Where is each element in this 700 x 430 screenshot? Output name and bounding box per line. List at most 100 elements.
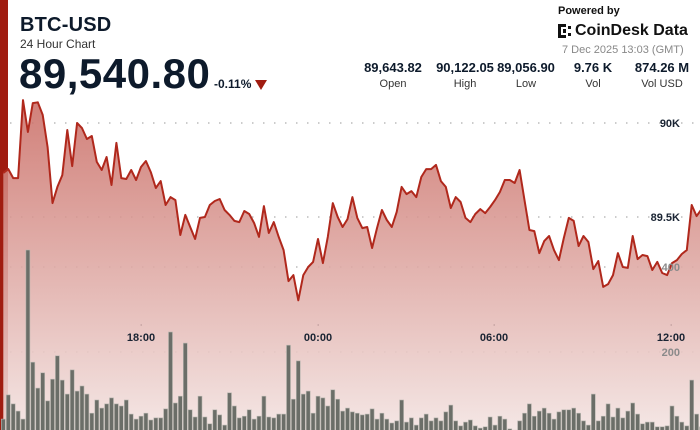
stat-label: Vol	[585, 78, 601, 90]
volume-bar	[104, 403, 109, 430]
volume-bar	[65, 393, 70, 430]
down-triangle-icon	[255, 80, 267, 90]
stat-label: Vol USD	[641, 78, 683, 90]
volume-bar	[266, 416, 272, 430]
volume-bar	[69, 369, 75, 430]
coindesk-logo-icon	[558, 24, 571, 38]
volume-bar	[649, 421, 655, 430]
stat-value: 90,122.05	[436, 60, 494, 75]
volume-bar	[369, 408, 375, 430]
coindesk-data-logo[interactable]: CoinDesk Data	[558, 22, 688, 40]
volume-bar	[630, 402, 636, 430]
volume-bar	[394, 420, 400, 430]
volume-bar	[576, 412, 581, 430]
volume-bar	[635, 413, 640, 430]
volume-bar	[79, 385, 85, 430]
current-price: 89,540.80	[19, 50, 211, 97]
volume-bar	[153, 417, 159, 430]
volume-bar	[581, 420, 586, 430]
volume-bar	[217, 414, 222, 430]
volume-bar	[133, 418, 139, 430]
time-tick-label: 06:00	[480, 332, 508, 344]
logo-text: CoinDesk Data	[575, 22, 688, 39]
volume-bar	[163, 408, 168, 430]
volume-bar	[271, 417, 277, 430]
price-tick-label: 90K	[660, 118, 680, 130]
volume-bar	[251, 418, 257, 430]
stat-open: 89,643.82 Open	[353, 60, 433, 90]
volume-bar	[492, 424, 498, 430]
volume-bar	[276, 413, 282, 430]
volume-bar	[423, 413, 429, 430]
volume-bar	[212, 409, 218, 430]
volume-bar	[448, 404, 454, 430]
volume-bar	[0, 418, 6, 430]
volume-bar	[178, 395, 183, 430]
volume-tick-label: 200	[662, 347, 680, 359]
volume-bar	[561, 409, 567, 430]
stat-high: 90,122.05 High	[425, 60, 505, 90]
volume-bar	[684, 425, 690, 430]
volume-bar	[335, 398, 341, 430]
volume-bar	[124, 399, 129, 430]
volume-bar	[551, 418, 557, 430]
volume-bar	[143, 412, 149, 430]
volume-bar	[350, 411, 355, 430]
volume-bar	[428, 420, 434, 430]
volume-bar	[197, 395, 203, 430]
powered-by-label: Powered by	[558, 5, 620, 17]
volume-bar	[89, 412, 95, 430]
volume-bar	[659, 426, 665, 430]
volume-bar	[418, 417, 424, 430]
volume-bar	[645, 421, 650, 430]
volume-bar	[443, 411, 449, 430]
volume-bar	[232, 405, 237, 430]
volume-bar	[566, 409, 572, 430]
stat-low: 89,056.90 Low	[486, 60, 566, 90]
volume-bar	[50, 378, 55, 430]
volume-bar	[138, 415, 144, 430]
volume-bar	[669, 405, 675, 430]
volume-bar	[261, 395, 267, 430]
volume-bar	[527, 403, 532, 430]
volume-bar	[399, 399, 404, 430]
time-tick-label: 00:00	[304, 332, 332, 344]
stat-value: 874.26 M	[634, 60, 690, 75]
volume-bar	[291, 398, 296, 430]
volume-bar	[148, 419, 154, 430]
volume-bar	[256, 415, 262, 430]
volume-bar	[477, 427, 483, 430]
volume-bar	[10, 403, 16, 430]
volume-bar	[541, 407, 547, 430]
volume-bar	[59, 379, 65, 430]
volume-bar	[610, 416, 616, 430]
volume-bar	[222, 424, 227, 430]
volume-bar	[615, 407, 621, 430]
volume-bar	[187, 409, 193, 430]
volume-bar	[25, 249, 31, 430]
volume-bar	[330, 389, 336, 430]
volume-bar	[389, 422, 395, 430]
volume-bar	[183, 342, 188, 430]
volume-bar	[364, 413, 370, 430]
volume-bar	[227, 392, 232, 430]
volume-bar	[487, 416, 493, 430]
volume-bar	[237, 417, 242, 430]
stat-label: Open	[379, 78, 407, 90]
volume-bar	[468, 419, 473, 430]
volume-bar	[472, 425, 478, 430]
volume-bar	[605, 403, 611, 430]
price-tick-label: 89.5K	[651, 212, 680, 224]
volume-bar	[384, 418, 390, 430]
volume-bar	[482, 426, 488, 430]
volume-bar	[30, 361, 36, 430]
volume-tick-label: 400	[662, 262, 680, 274]
volume-bar	[497, 415, 503, 430]
volume-bar	[413, 424, 419, 430]
volume-bar	[6, 394, 11, 430]
volume-bar	[654, 426, 660, 430]
page-title: BTC-USD	[20, 14, 112, 36]
volume-bar	[207, 423, 213, 430]
volume-bar	[55, 355, 60, 430]
